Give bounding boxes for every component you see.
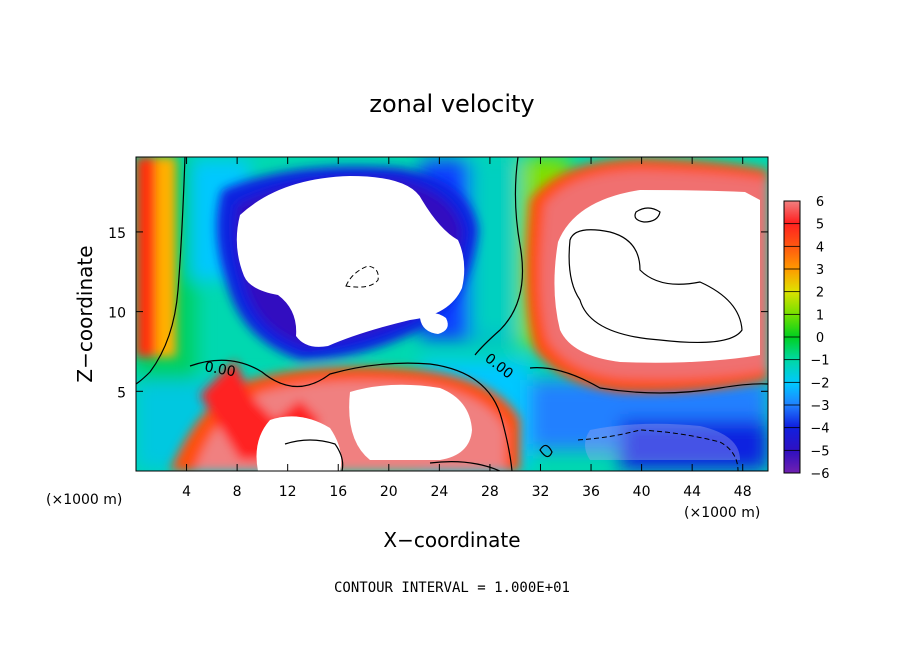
- y-tick-label: 15: [108, 226, 126, 242]
- x-tick-label: 24: [430, 484, 448, 500]
- colorbar-tick-label: −2: [810, 376, 829, 391]
- y-tick-label: 5: [117, 385, 126, 401]
- colorbar-ticks: 6 5 4 3 2 1 0 −1 −2 −3 −4 −5 −6: [784, 195, 830, 482]
- colorbar-tick-label: 4: [816, 240, 824, 255]
- x-tick-label: 4: [182, 484, 191, 500]
- x-tick-label: 36: [582, 484, 600, 500]
- plot-frame: [135, 156, 769, 472]
- colorbar-tick-label: 0: [816, 331, 824, 346]
- colorbar-tick-label: −4: [810, 422, 829, 437]
- x-tick-label: 44: [683, 484, 701, 500]
- x-tick-label: 28: [481, 484, 499, 500]
- heatmap-field: [136, 157, 768, 471]
- chart-title: zonal velocity: [369, 90, 534, 118]
- colorbar-tick-label: 2: [816, 286, 824, 301]
- colorbar: 6 5 4 3 2 1 0 −1 −2 −3 −4 −5 −6: [783, 195, 830, 482]
- colorbar-tick-label: −3: [810, 399, 829, 414]
- x-unit-label-right: (×1000 m): [684, 505, 760, 521]
- x-tick-label: 32: [532, 484, 550, 500]
- x-tick-label: 48: [734, 484, 752, 500]
- x-tick-label: 20: [380, 484, 398, 500]
- x-tick-label: 16: [329, 484, 347, 500]
- colorbar-tick-label: 3: [816, 263, 824, 278]
- x-tick-label: 40: [633, 484, 651, 500]
- colorbar-tick-label: 1: [816, 308, 824, 323]
- y-axis-label: Z−coordinate: [73, 245, 97, 382]
- x-tick-label: 12: [279, 484, 297, 500]
- contour-interval-note: CONTOUR INTERVAL = 1.000E+01: [334, 580, 570, 596]
- x-tick-label: 8: [233, 484, 242, 500]
- colorbar-tick-label: −1: [810, 354, 829, 369]
- colorbar-tick-label: −5: [810, 444, 829, 459]
- x-unit-label-left: (×1000 m): [46, 492, 122, 508]
- y-axis: 5 10 15: [108, 226, 768, 401]
- y-tick-label: 10: [108, 306, 126, 322]
- x-axis-label: X−coordinate: [383, 528, 520, 552]
- contour-label: 0.00: [203, 359, 236, 380]
- x-axis: 4 8 12 16 20 24 28 32 36 40 44 48: [182, 157, 752, 500]
- colorbar-tick-label: −6: [810, 467, 829, 482]
- colorbar-tick-label: 6: [816, 195, 824, 210]
- colorbar-tick-label: 5: [816, 218, 824, 233]
